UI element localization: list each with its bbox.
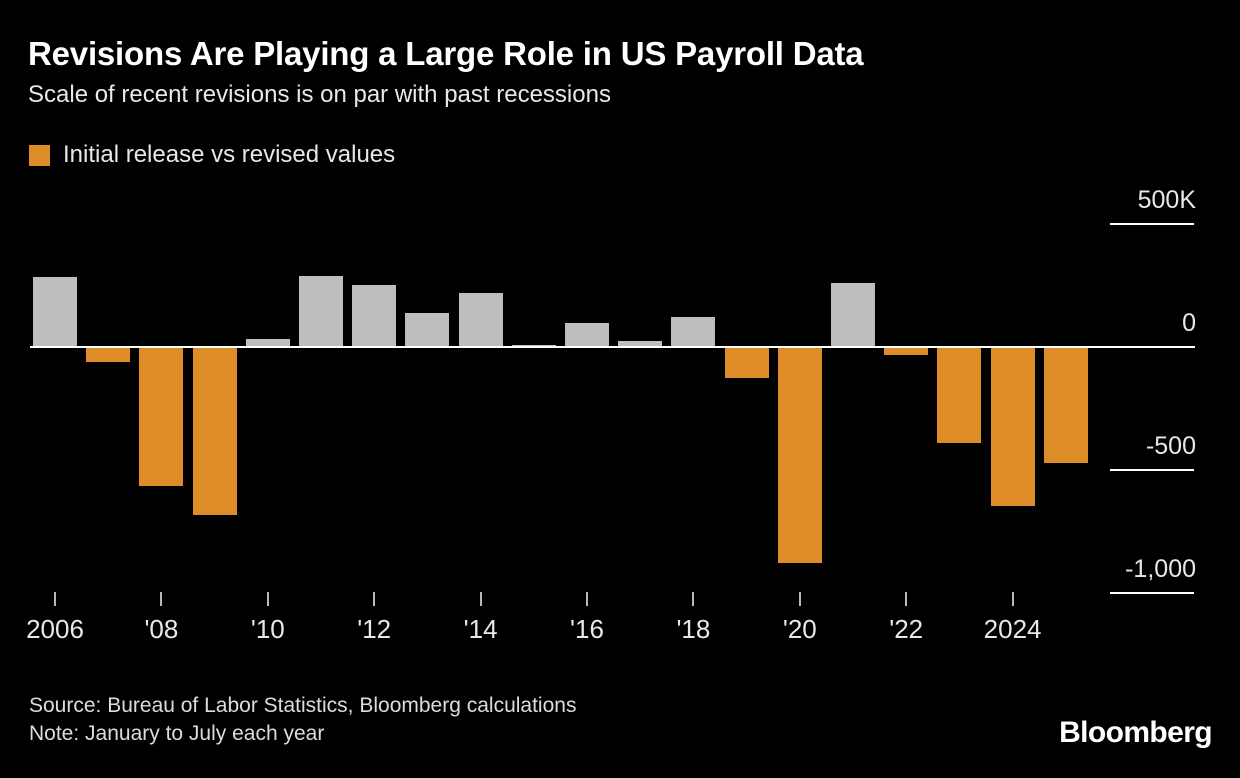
x-tick-mark-2016 bbox=[586, 592, 588, 606]
bar-2025 bbox=[1043, 347, 1088, 464]
zero-axis-line bbox=[30, 346, 1195, 348]
y-tick-rule-2 bbox=[1110, 469, 1194, 471]
legend-swatch-icon bbox=[29, 144, 50, 166]
page-title: Revisions Are Playing a Large Role in US… bbox=[28, 35, 864, 72]
bar-2021 bbox=[831, 283, 875, 347]
chart-subtitle: Scale of recent revisions is on par with… bbox=[28, 81, 611, 108]
bar-2019 bbox=[724, 347, 769, 378]
x-tick-label-2006: 2006 bbox=[26, 614, 84, 644]
y-tick-rule-1 bbox=[1110, 346, 1194, 348]
chart-header: Revisions Are Playing a Large Role in US… bbox=[28, 34, 1208, 110]
y-tick-label-0: 500K bbox=[1137, 186, 1196, 214]
bar-2012 bbox=[352, 285, 397, 347]
bar-2008 bbox=[139, 347, 184, 486]
bar-2024 bbox=[990, 347, 1035, 506]
x-tick-label-2008: '08 bbox=[144, 614, 179, 644]
chart-footer: Source: Bureau of Labor Statistics, Bloo… bbox=[29, 692, 989, 748]
x-tick-mark-2018 bbox=[692, 592, 695, 606]
x-tick-label-2020: '20 bbox=[782, 614, 817, 644]
bar-2009 bbox=[192, 347, 237, 516]
source-text: Source: Bureau of Labor Statistics, Bloo… bbox=[29, 694, 577, 717]
chart-legend: Initial release vs revised values bbox=[29, 143, 395, 167]
bar-2020 bbox=[777, 347, 822, 563]
x-tick-label-2010: '10 bbox=[250, 614, 285, 644]
note-text: Note: January to July each year bbox=[29, 722, 325, 745]
bloomberg-logo: Bloomberg bbox=[1059, 716, 1213, 749]
x-tick-mark-2022 bbox=[905, 592, 908, 606]
x-tick-label-2012: '12 bbox=[357, 614, 392, 644]
y-tick-label-3: -1,000 bbox=[1125, 555, 1196, 583]
x-tick-mark-2008 bbox=[160, 592, 163, 606]
bar-2014 bbox=[458, 292, 503, 347]
bar-2017 bbox=[618, 341, 663, 347]
x-tick-mark-2006 bbox=[54, 592, 56, 606]
bar-2022 bbox=[884, 347, 929, 356]
x-tick-label-2016: '16 bbox=[570, 614, 604, 644]
bar-2010 bbox=[245, 338, 290, 347]
y-tick-rule-0 bbox=[1110, 223, 1194, 225]
x-tick-mark-2020 bbox=[798, 592, 801, 606]
bar-2007 bbox=[86, 347, 131, 362]
bar-2011 bbox=[299, 275, 343, 347]
bar-2006 bbox=[33, 276, 77, 347]
x-tick-label-2024: 2024 bbox=[983, 614, 1042, 644]
y-tick-rule-3 bbox=[1110, 592, 1194, 594]
x-tick-mark-2014 bbox=[479, 592, 482, 606]
y-tick-label-2: -500 bbox=[1145, 432, 1196, 460]
bar-2013 bbox=[405, 313, 450, 347]
x-tick-label-2022: '22 bbox=[889, 614, 924, 644]
x-tick-mark-2010 bbox=[266, 592, 269, 606]
bar-2023 bbox=[937, 347, 982, 443]
x-tick-mark-2024 bbox=[1011, 592, 1014, 606]
x-tick-label-2018: '18 bbox=[676, 614, 711, 644]
x-tick-mark-2012 bbox=[373, 592, 376, 606]
bar-2016 bbox=[565, 323, 609, 347]
y-tick-label-1: 0 bbox=[1182, 309, 1196, 337]
legend-item-label: Initial release vs revised values bbox=[63, 141, 396, 168]
x-tick-label-2014: '14 bbox=[463, 614, 498, 644]
bar-2018 bbox=[671, 316, 716, 347]
